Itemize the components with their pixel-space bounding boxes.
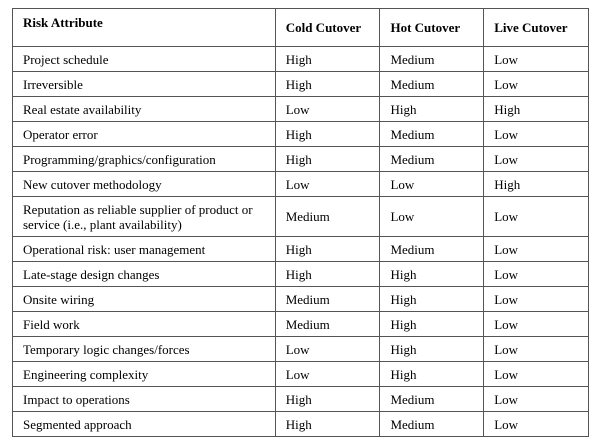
risk-attribute-cell: Temporary logic changes/forces <box>12 336 276 362</box>
table-row: Onsite wiring Medium High Low <box>12 286 589 312</box>
table-row: Temporary logic changes/forces Low High Low <box>12 336 589 362</box>
table-row: Project schedule High Medium Low <box>12 46 589 72</box>
header-row: Risk Attribute Cold Cutover Hot Cutover … <box>12 8 589 47</box>
live-cutover-cell: Low <box>483 196 589 237</box>
live-cutover-cell: Low <box>483 71 589 97</box>
table-row: Reputation as reliable supplier of produ… <box>12 196 589 237</box>
hot-cutover-cell: High <box>379 261 485 287</box>
cold-cutover-cell: High <box>274 71 381 97</box>
cold-cutover-cell: High <box>274 411 381 437</box>
table-row: Engineering complexity Low High Low <box>12 361 589 387</box>
risk-attribute-cell: Operator error <box>12 121 276 147</box>
hot-cutover-cell: Medium <box>379 71 485 97</box>
risk-attribute-cell: Real estate availability <box>12 96 276 122</box>
header-cold-cutover: Cold Cutover <box>274 8 381 47</box>
cold-cutover-cell: High <box>274 146 381 172</box>
cold-cutover-cell: Medium <box>274 196 381 237</box>
hot-cutover-cell: High <box>379 311 485 337</box>
cold-cutover-cell: Low <box>274 361 381 387</box>
table-row: Segmented approach High Medium Low <box>12 411 589 437</box>
hot-cutover-cell: High <box>379 336 485 362</box>
live-cutover-cell: Low <box>483 311 589 337</box>
cold-cutover-cell: Low <box>274 171 381 197</box>
live-cutover-cell: Low <box>483 121 589 147</box>
risk-attribute-cell: Reputation as reliable supplier of produ… <box>12 196 276 237</box>
table-row: Programming/graphics/configuration High Me… <box>12 146 589 172</box>
hot-cutover-cell: Medium <box>379 386 485 412</box>
table-row: Operational risk: user management High Med… <box>12 236 589 262</box>
header-risk-attribute: Risk Attribute <box>12 8 276 47</box>
live-cutover-cell: Low <box>483 46 589 72</box>
live-cutover-cell: Low <box>483 146 589 172</box>
risk-attribute-cell: Impact to operations <box>12 386 276 412</box>
risk-attribute-cell: Project schedule <box>12 46 276 72</box>
table-row: Impact to operations High Medium Low <box>12 386 589 412</box>
live-cutover-cell: Low <box>483 336 589 362</box>
hot-cutover-cell: High <box>379 286 485 312</box>
risk-attribute-cell: Segmented approach <box>12 411 276 437</box>
header-hot-cutover: Hot Cutover <box>379 8 485 47</box>
live-cutover-cell: Low <box>483 361 589 387</box>
live-cutover-cell: Low <box>483 411 589 437</box>
hot-cutover-cell: Medium <box>379 411 485 437</box>
hot-cutover-cell: Medium <box>379 236 485 262</box>
cold-cutover-cell: Low <box>274 336 381 362</box>
hot-cutover-cell: Medium <box>379 46 485 72</box>
live-cutover-cell: Low <box>483 236 589 262</box>
cold-cutover-cell: Medium <box>274 311 381 337</box>
live-cutover-cell: High <box>483 96 589 122</box>
cold-cutover-cell: Medium <box>274 286 381 312</box>
hot-cutover-cell: Medium <box>379 121 485 147</box>
live-cutover-cell: Low <box>483 386 589 412</box>
hot-cutover-cell: Low <box>379 171 485 197</box>
live-cutover-cell: Low <box>483 261 589 287</box>
hot-cutover-cell: High <box>379 361 485 387</box>
cold-cutover-cell: High <box>274 386 381 412</box>
table-row: New cutover methodology Low Low High <box>12 171 589 197</box>
header-live-cutover: Live Cutover <box>483 8 589 47</box>
risk-attribute-cell: Programming/graphics/configuration <box>12 146 276 172</box>
hot-cutover-cell: Medium <box>379 146 485 172</box>
risk-attribute-cell: New cutover methodology <box>12 171 276 197</box>
risk-attribute-cell: Operational risk: user management <box>12 236 276 262</box>
risk-attribute-cell: Field work <box>12 311 276 337</box>
risk-attribute-cell: Onsite wiring <box>12 286 276 312</box>
cold-cutover-cell: High <box>274 46 381 72</box>
table-row: Real estate availability Low High High <box>12 96 589 122</box>
risk-attribute-cell: Late-stage design changes <box>12 261 276 287</box>
table-row: Irreversible High Medium Low <box>12 71 589 97</box>
live-cutover-cell: High <box>483 171 589 197</box>
cold-cutover-cell: Low <box>274 96 381 122</box>
live-cutover-cell: Low <box>483 286 589 312</box>
hot-cutover-cell: High <box>379 96 485 122</box>
risk-attribute-cell: Irreversible <box>12 71 276 97</box>
cold-cutover-cell: High <box>274 261 381 287</box>
table-row: Operator error High Medium Low <box>12 121 589 147</box>
table-row: Field work Medium High Low <box>12 311 589 337</box>
cold-cutover-cell: High <box>274 121 381 147</box>
risk-table: Risk Attribute Cold Cutover Hot Cutover … <box>12 8 589 437</box>
hot-cutover-cell: Low <box>379 196 485 237</box>
cold-cutover-cell: High <box>274 236 381 262</box>
risk-attribute-cell: Engineering complexity <box>12 361 276 387</box>
table-row: Late-stage design changes High High Low <box>12 261 589 287</box>
